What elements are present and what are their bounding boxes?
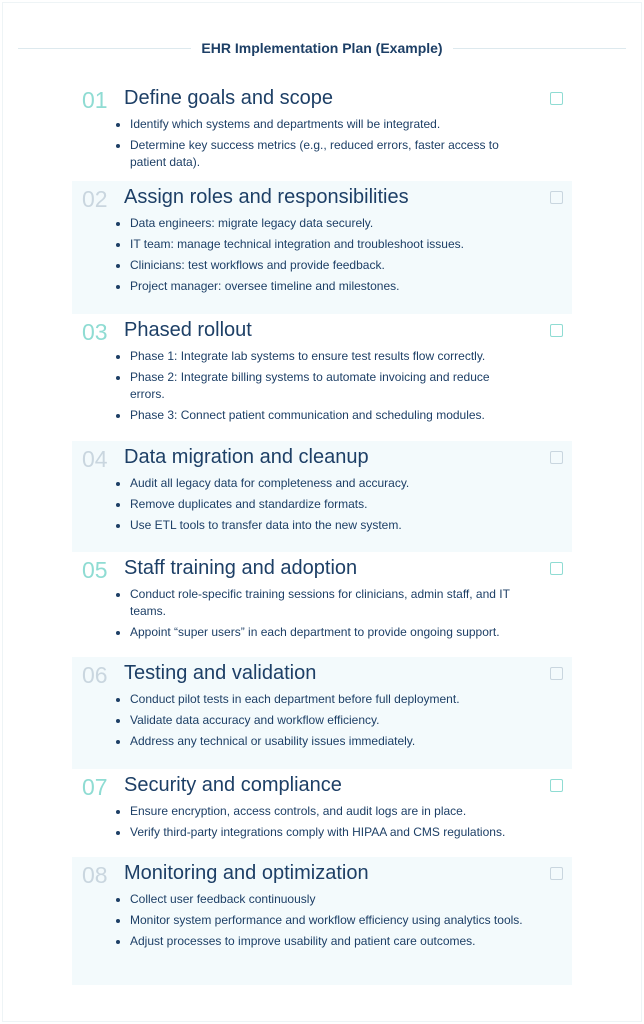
header: EHR Implementation Plan (Example) bbox=[18, 38, 627, 58]
divider bbox=[452, 47, 627, 49]
list-item: Clinicians: test workflows and provide f… bbox=[130, 257, 525, 274]
list-item: Determine key success metrics (e.g., red… bbox=[130, 137, 525, 171]
step-number: 08 bbox=[82, 862, 108, 888]
step-checkbox[interactable] bbox=[550, 191, 563, 204]
step-title: Testing and validation bbox=[124, 662, 317, 684]
list-item: Remove duplicates and standardize format… bbox=[130, 496, 525, 513]
step-checkbox[interactable] bbox=[550, 667, 563, 680]
list-item: Appoint “super users” in each department… bbox=[130, 624, 525, 641]
step-checkbox[interactable] bbox=[550, 324, 563, 337]
step-title: Monitoring and optimization bbox=[124, 862, 369, 884]
step-title: Security and compliance bbox=[124, 774, 342, 796]
list-item: Conduct role-specific training sessions … bbox=[130, 586, 525, 620]
plan-step-03: 03 Phased rollout Phase 1: Integrate lab… bbox=[72, 314, 572, 441]
step-number: 04 bbox=[82, 446, 108, 472]
step-checkbox[interactable] bbox=[550, 779, 563, 792]
step-checkbox[interactable] bbox=[550, 867, 563, 880]
step-checkbox[interactable] bbox=[550, 92, 563, 105]
step-checkbox[interactable] bbox=[550, 562, 563, 575]
step-number: 07 bbox=[82, 774, 108, 800]
step-title: Data migration and cleanup bbox=[124, 446, 369, 468]
step-items: Phase 1: Integrate lab systems to ensure… bbox=[118, 348, 525, 428]
plan-step-06: 06 Testing and validation Conduct pilot … bbox=[72, 657, 572, 769]
step-items: Audit all legacy data for completeness a… bbox=[118, 475, 525, 538]
step-title: Assign roles and responsibilities bbox=[124, 186, 409, 208]
step-checkbox[interactable] bbox=[550, 451, 563, 464]
list-item: Audit all legacy data for completeness a… bbox=[130, 475, 525, 492]
plan-step-02: 02 Assign roles and responsibilities Dat… bbox=[72, 181, 572, 314]
step-items: Conduct role-specific training sessions … bbox=[118, 586, 525, 645]
list-item: Conduct pilot tests in each department b… bbox=[130, 691, 525, 708]
list-item: Adjust processes to improve usability an… bbox=[130, 933, 525, 950]
step-title: Define goals and scope bbox=[124, 87, 334, 109]
step-number: 05 bbox=[82, 557, 108, 583]
step-number: 06 bbox=[82, 662, 108, 688]
list-item: IT team: manage technical integration an… bbox=[130, 236, 525, 253]
step-number: 01 bbox=[82, 87, 108, 113]
step-number: 02 bbox=[82, 186, 108, 212]
step-number: 03 bbox=[82, 319, 108, 345]
list-item: Use ETL tools to transfer data into the … bbox=[130, 517, 525, 534]
step-items: Conduct pilot tests in each department b… bbox=[118, 691, 525, 754]
step-items: Collect user feedback continuously Monito… bbox=[118, 891, 525, 954]
page-title: EHR Implementation Plan (Example) bbox=[201, 40, 443, 56]
list-item: Monitor system performance and workflow … bbox=[130, 912, 525, 929]
list-item: Verify third-party integrations comply w… bbox=[130, 824, 525, 841]
step-items: Ensure encryption, access controls, and … bbox=[118, 803, 525, 845]
plan-step-07: 07 Security and compliance Ensure encryp… bbox=[72, 769, 572, 857]
step-title: Phased rollout bbox=[124, 319, 252, 341]
plan-step-04: 04 Data migration and cleanup Audit all … bbox=[72, 441, 572, 552]
step-title: Staff training and adoption bbox=[124, 557, 358, 579]
list-item: Phase 2: Integrate billing systems to au… bbox=[130, 369, 525, 403]
list-item: Phase 1: Integrate lab systems to ensure… bbox=[130, 348, 525, 365]
list-item: Collect user feedback continuously bbox=[130, 891, 525, 908]
list-item: Project manager: oversee timeline and mi… bbox=[130, 278, 525, 295]
step-items: Data engineers: migrate legacy data secu… bbox=[118, 215, 525, 299]
list-item: Address any technical or usability issue… bbox=[130, 733, 525, 750]
plan-step-08: 08 Monitoring and optimization Collect u… bbox=[72, 857, 572, 985]
step-items: Identify which systems and departments w… bbox=[118, 116, 525, 175]
list-item: Data engineers: migrate legacy data secu… bbox=[130, 215, 525, 232]
list-item: Identify which systems and departments w… bbox=[130, 116, 525, 133]
list-item: Phase 3: Connect patient communication a… bbox=[130, 407, 525, 424]
divider bbox=[18, 47, 192, 49]
plan-step-01: 01 Define goals and scope Identify which… bbox=[72, 82, 572, 181]
plan-step-05: 05 Staff training and adoption Conduct r… bbox=[72, 552, 572, 657]
list-item: Validate data accuracy and workflow effi… bbox=[130, 712, 525, 729]
list-item: Ensure encryption, access controls, and … bbox=[130, 803, 525, 820]
